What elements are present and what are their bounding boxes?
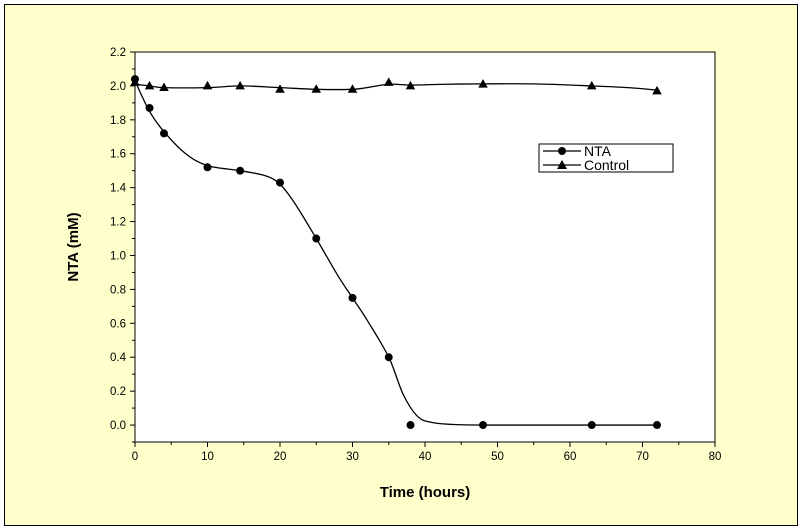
- data-point-control: [587, 80, 597, 90]
- data-point-nta: [384, 353, 393, 362]
- data-point-nta: [348, 293, 357, 302]
- y-tick-label: 0.6: [110, 318, 126, 330]
- x-tick-label: 80: [709, 451, 722, 463]
- data-point-control: [235, 80, 245, 90]
- data-point-nta: [276, 178, 284, 187]
- data-point-control: [478, 79, 488, 88]
- legend-marker-control: [557, 160, 567, 169]
- data-point-nta: [203, 163, 212, 172]
- data-point-control: [202, 80, 213, 90]
- x-axis-ticks: 0 10 20 30 40 50 60 70 80: [132, 442, 722, 463]
- data-point-nta: [653, 421, 661, 430]
- x-tick-label: 0: [132, 451, 138, 463]
- data-point-control: [275, 84, 285, 93]
- y-tick-label: 0.0: [110, 420, 126, 432]
- data-point-control: [144, 80, 155, 90]
- y-axis-title: NTA (mM): [65, 212, 82, 281]
- legend-item-control: Control: [543, 157, 629, 173]
- y-tick-label: 1.6: [110, 149, 126, 161]
- x-tick-label: 40: [419, 451, 432, 463]
- y-tick-label: 2.0: [110, 81, 126, 93]
- data-point-control: [347, 84, 358, 93]
- data-point-nta: [160, 129, 168, 138]
- legend-label-nta: NTA: [584, 143, 612, 159]
- data-point-nta: [479, 421, 487, 430]
- legend-marker-nta: [558, 147, 566, 155]
- y-tick-label: 1.2: [110, 217, 126, 229]
- plot-area: [134, 51, 716, 443]
- data-point-control: [652, 85, 662, 95]
- y-tick-label: 1.0: [110, 250, 126, 262]
- y-tick-label: 2.2: [110, 47, 126, 59]
- x-tick-label: 50: [491, 451, 504, 463]
- y-axis-ticks: 0.0 0.2 0.4 0.6 0.8 1.0 1.2 1.4 1.6 1.8 2.0 2.2: [110, 47, 135, 443]
- data-point-nta: [145, 103, 154, 112]
- data-point-control: [311, 84, 321, 93]
- data-point-control: [384, 77, 394, 86]
- data-point-control: [130, 77, 140, 86]
- legend: NTA Control: [538, 143, 674, 173]
- x-tick-label: 10: [201, 451, 214, 463]
- data-point-control: [159, 82, 169, 92]
- series-line-control: [134, 83, 658, 91]
- y-tick-label: 0.4: [110, 352, 127, 364]
- x-tick-label: 30: [346, 451, 359, 463]
- y-tick-label: 0.8: [110, 284, 126, 296]
- series-line-nta: [134, 80, 657, 426]
- legend-item-nta: NTA: [543, 143, 612, 159]
- data-point-control: [405, 80, 416, 90]
- data-point-nta: [312, 234, 321, 243]
- series-markers: [130, 75, 662, 430]
- x-axis-title: Time (hours): [380, 484, 471, 501]
- data-point-nta: [587, 421, 596, 430]
- data-point-nta: [406, 421, 415, 430]
- series-lines: [134, 80, 658, 426]
- x-tick-label: 60: [564, 451, 577, 463]
- x-tick-label: 20: [274, 451, 287, 463]
- y-tick-label: 1.8: [110, 115, 126, 127]
- legend-label-control: Control: [584, 157, 629, 173]
- y-tick-label: 1.4: [110, 183, 127, 195]
- x-tick-label: 70: [636, 451, 649, 463]
- y-tick-label: 0.2: [110, 386, 126, 398]
- data-point-nta: [236, 166, 245, 175]
